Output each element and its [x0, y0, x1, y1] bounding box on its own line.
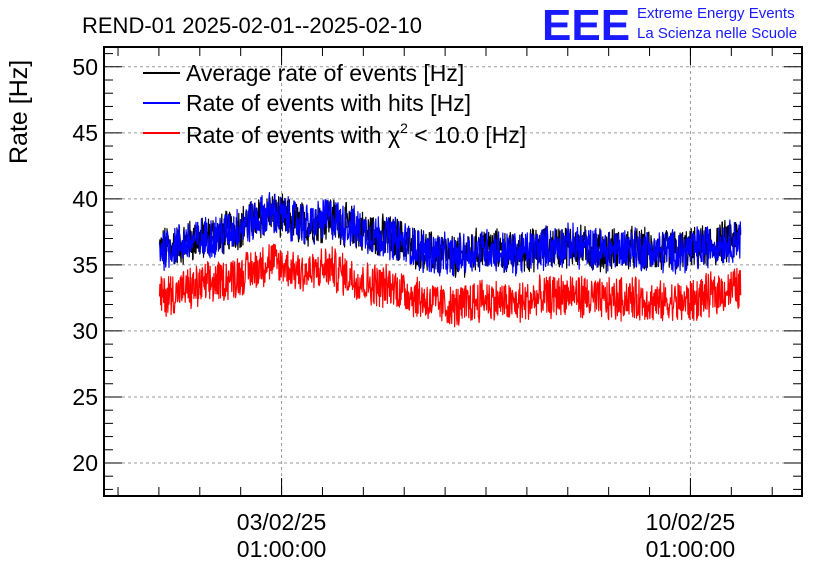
plot-frame	[103, 46, 803, 497]
tick-layer	[104, 47, 802, 496]
logo-line-2: La Scienza nelle Scuole	[637, 25, 797, 42]
y-tick-label: 35	[72, 252, 98, 278]
eee-logo: EEE Extreme Energy Events La Scienza nel…	[542, 1, 797, 50]
legend: Average rate of events [Hz] Rate of even…	[143, 60, 526, 148]
legend-chi2-sup: 2	[400, 120, 408, 136]
legend-chi2-tail: < 10.0 [Hz]	[408, 122, 526, 148]
chart-title: REND-01 2025-02-01--2025-02-10	[82, 13, 422, 38]
eee-logo-mark: EEE	[542, 1, 630, 50]
y-tick-label: 20	[72, 450, 98, 476]
x-tick-label-time: 01:00:00	[646, 536, 736, 562]
x-tick-label-date: 10/02/25	[646, 509, 736, 535]
series-line-1	[158, 192, 742, 277]
y-tick-label: 40	[72, 186, 98, 212]
axis-labels: 2025303540455003/02/2501:00:0010/02/2501…	[72, 54, 735, 562]
y-tick-label: 30	[72, 318, 98, 344]
x-tick-label-date: 03/02/25	[237, 509, 327, 535]
x-tick-label-time: 01:00:00	[237, 536, 327, 562]
legend-chi2-text: Rate of events with χ	[186, 122, 400, 148]
legend-label-average: Average rate of events [Hz]	[186, 60, 464, 86]
y-tick-label: 50	[72, 54, 98, 80]
legend-label-hits: Rate of events with hits [Hz]	[186, 90, 471, 116]
y-tick-label: 25	[72, 384, 98, 410]
legend-label-chi2: Rate of events with χ2 < 10.0 [Hz]	[186, 120, 526, 148]
series-line-2	[158, 243, 742, 328]
logo-line-1: Extreme Energy Events	[637, 5, 795, 22]
series-layer	[158, 192, 742, 328]
y-tick-label: 45	[72, 120, 98, 146]
y-axis-label: Rate [Hz]	[5, 60, 33, 164]
